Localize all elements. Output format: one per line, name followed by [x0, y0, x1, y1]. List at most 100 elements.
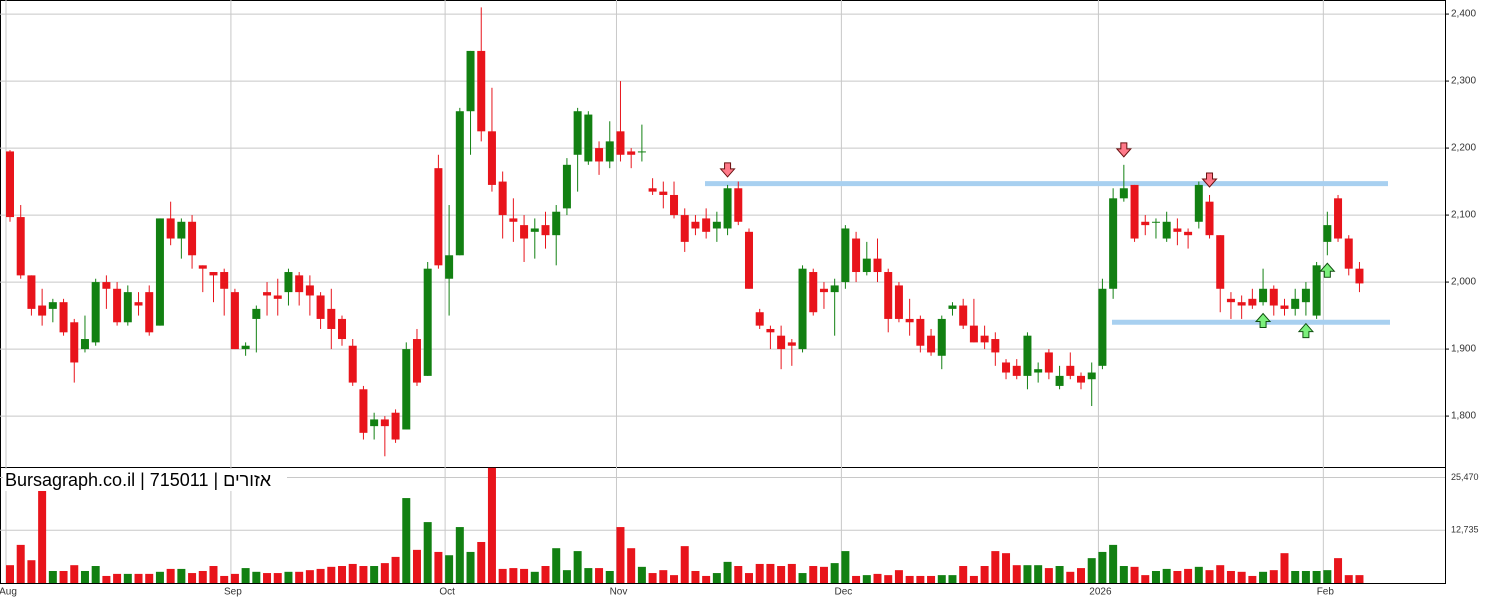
x-tick-label: Dec — [834, 587, 852, 598]
x-tick-label: 2026 — [1089, 587, 1112, 598]
candle-body — [1194, 184, 1203, 222]
candle-body — [113, 288, 122, 323]
volume-bar — [819, 566, 828, 583]
candle-body — [905, 318, 914, 323]
volume-bar — [498, 568, 507, 583]
candle-body — [680, 215, 689, 242]
candle-body — [520, 225, 529, 239]
volume-bar — [1248, 575, 1257, 583]
candle-body — [209, 272, 218, 276]
candle-body — [937, 318, 946, 356]
volume-bar — [1259, 571, 1268, 583]
volume-bar — [691, 570, 700, 583]
candle-body — [1066, 365, 1075, 376]
candle-body — [1205, 201, 1214, 236]
volume-bar — [605, 570, 614, 583]
candle-body — [263, 292, 272, 296]
volume-bar — [627, 548, 636, 583]
volume-bar — [1151, 570, 1160, 583]
candle-body — [1237, 302, 1246, 306]
candle-body — [509, 218, 518, 222]
candle-body — [1344, 238, 1353, 269]
volume-bar — [1355, 575, 1364, 583]
candle-body — [927, 335, 936, 353]
volume-bar — [412, 549, 421, 583]
candle-body — [466, 50, 475, 112]
volume-bar — [348, 563, 357, 583]
candle-body — [198, 265, 207, 269]
candle-body — [916, 318, 925, 346]
candle-body — [1141, 221, 1150, 226]
volume-bar — [520, 568, 529, 583]
volume-bar — [38, 490, 47, 583]
candle-body — [530, 228, 539, 232]
volume-bar — [884, 575, 893, 583]
candle-body — [402, 349, 411, 430]
candle-body — [445, 255, 454, 279]
x-tick-label: Nov — [610, 587, 628, 598]
candle-body — [809, 272, 818, 313]
volume-bar — [220, 575, 229, 583]
volume-bar — [1216, 565, 1225, 583]
candle-body — [1269, 288, 1278, 306]
volume-bar — [423, 522, 432, 583]
candle-body — [48, 302, 57, 309]
volume-bar — [659, 570, 668, 583]
y-tick-label: 2,000 — [1451, 277, 1476, 288]
volume-bar — [59, 570, 68, 583]
volume-bar — [1109, 544, 1118, 583]
volume-bar — [1184, 568, 1193, 583]
volume-bar — [273, 573, 282, 583]
candle-body — [702, 218, 711, 232]
volume-bar — [466, 551, 475, 583]
candle-body — [841, 228, 850, 283]
volume-bar — [670, 575, 679, 583]
x-tick-label: Feb — [1317, 587, 1335, 598]
volume-bar — [359, 566, 368, 583]
candle-body — [316, 295, 325, 319]
candle-body — [1162, 221, 1171, 239]
candle-body — [1334, 198, 1343, 239]
candle-body — [38, 305, 47, 316]
volume-bar — [584, 568, 593, 583]
candle-body — [477, 50, 486, 132]
volume-bar — [391, 556, 400, 583]
volume-bar — [927, 575, 936, 583]
candle-body — [423, 268, 432, 376]
volume-bar — [1119, 566, 1128, 583]
candle-body — [584, 114, 593, 162]
volume-bar — [1226, 570, 1235, 583]
candle-body — [455, 111, 464, 256]
volume-bar — [241, 568, 250, 583]
candle-body — [573, 111, 582, 155]
volume-bar — [70, 565, 79, 583]
volume-bar — [188, 573, 197, 583]
candle-body — [670, 194, 679, 216]
volume-bar — [766, 563, 775, 583]
signal-arrow — [1254, 312, 1272, 329]
volume-bar — [1344, 575, 1353, 583]
volume-bar — [530, 571, 539, 583]
candle-body — [220, 272, 229, 289]
candle-body — [595, 148, 604, 162]
volume-bar — [380, 563, 389, 583]
candle-body — [1226, 298, 1235, 303]
volume-bar — [562, 570, 571, 583]
candle-body — [605, 141, 614, 162]
candle-body — [338, 318, 347, 340]
volume-tick-label: 25,470 — [1451, 472, 1479, 482]
candle-body — [1291, 298, 1300, 309]
candle-body — [59, 302, 68, 333]
y-tick-label: 2,100 — [1451, 210, 1476, 221]
volume-bar — [1098, 551, 1107, 583]
volume-bar — [509, 568, 518, 583]
candle-body — [348, 345, 357, 383]
candle-body — [134, 302, 143, 306]
candle-body — [819, 288, 828, 293]
volume-bar — [1066, 571, 1075, 583]
volume-bar — [841, 551, 850, 583]
volume-bar — [80, 570, 89, 583]
signal-arrow — [1297, 322, 1315, 339]
volume-bar — [830, 563, 839, 583]
candle-body — [273, 295, 282, 299]
